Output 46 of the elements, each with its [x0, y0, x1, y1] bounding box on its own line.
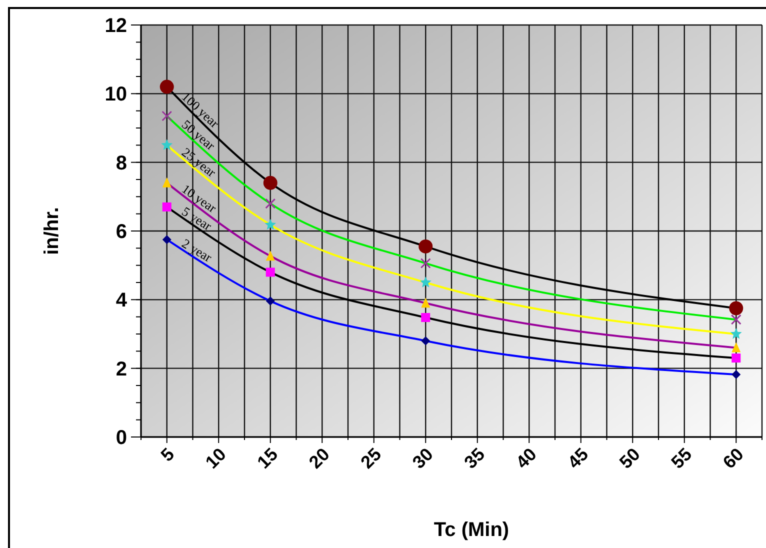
point: [264, 218, 276, 230]
point: [265, 198, 276, 209]
point: [421, 336, 430, 346]
y-tick-label: 4: [116, 290, 128, 312]
x-tick-label: 5: [156, 444, 178, 466]
point: [421, 298, 430, 308]
x-tick-label: 55: [667, 444, 696, 472]
y-axis-title: in/hr.: [41, 207, 63, 255]
point: [421, 313, 430, 322]
y-tick-label: 12: [104, 15, 127, 37]
point: [266, 268, 275, 277]
point: [162, 177, 172, 188]
x-tick-label: 45: [564, 444, 592, 472]
x-tick-label: 25: [356, 444, 386, 472]
point: [420, 258, 431, 269]
point: [162, 235, 172, 244]
y-tick-label: 2: [116, 358, 127, 380]
point: [161, 139, 173, 150]
x-tick-label: 50: [616, 444, 644, 472]
point: [263, 176, 278, 190]
x-tick-label: 35: [460, 444, 489, 472]
x-tick-label: 10: [202, 444, 230, 472]
x-tick-label: 20: [305, 444, 334, 472]
point: [732, 354, 741, 363]
point: [418, 239, 433, 254]
point: [162, 202, 172, 212]
point: [732, 342, 741, 352]
point: [730, 328, 742, 339]
point: [162, 110, 172, 122]
x-tick-label: 30: [408, 444, 437, 472]
point: [420, 276, 432, 288]
point: [730, 314, 742, 325]
y-tick-label: 0: [116, 427, 127, 449]
y-tick-label: 8: [116, 152, 127, 174]
x-tick-label: 40: [512, 444, 540, 472]
point: [160, 80, 174, 94]
point: [266, 250, 275, 261]
y-tick-label: 6: [116, 221, 127, 243]
x-axis-title: Tc (Min): [434, 519, 510, 541]
point: [732, 370, 741, 380]
text: 2 year: [179, 236, 216, 266]
y-tick-label: 10: [104, 84, 127, 106]
point: [729, 301, 744, 316]
point: [266, 296, 275, 306]
x-tick-label: 60: [719, 444, 748, 472]
x-tick-label: 15: [253, 444, 282, 472]
